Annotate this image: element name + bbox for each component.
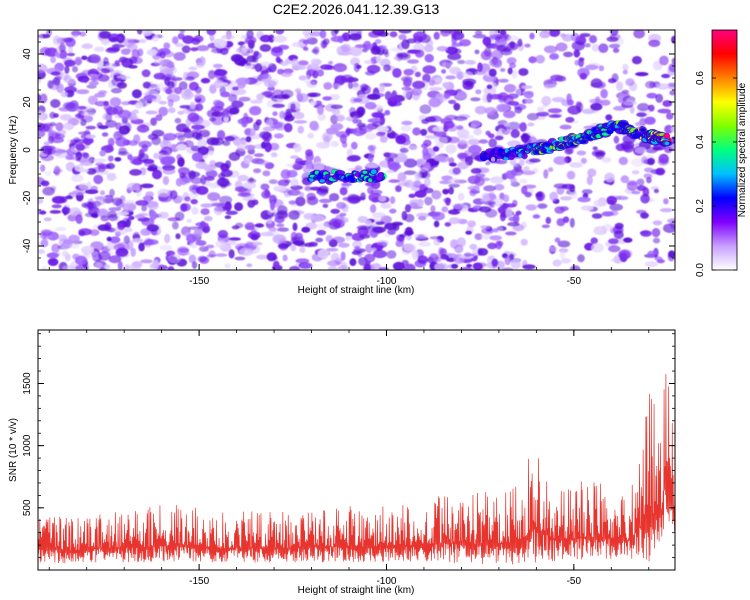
snr-x-tick-label: -100	[376, 576, 396, 587]
snr-y-tick-label: 500	[22, 499, 33, 516]
snr-y-tick-label: 1500	[22, 372, 33, 395]
snr-series-layer	[38, 373, 675, 565]
spectrogram-y-tick-label: 20	[22, 96, 33, 108]
spectrogram-y-tick-label: 0	[22, 147, 33, 153]
snr-x-tick-label: -150	[189, 576, 209, 587]
colorbar-axis: 0.0 0.2 0.4 0.6	[695, 71, 737, 277]
spectrogram-x-tick-label: -50	[567, 276, 582, 287]
colorbar: 0.0 0.2 0.4 0.6 Normalized spectral amplitu…	[695, 29, 748, 277]
snr-frame	[37, 329, 676, 571]
snr-x-label: Height of straight line (km)	[298, 585, 415, 596]
spectrogram-x-label: Height of straight line (km)	[298, 285, 415, 296]
spectrogram-y-label: Frequency (Hz)	[8, 116, 19, 185]
spectrogram-y-axis: -40 -20 0 20 40	[22, 29, 675, 271]
spectrogram-x-tick-label: -100	[376, 276, 396, 287]
spectrogram-y-tick-label: -20	[22, 190, 33, 205]
snr-y-label: SNR (10 * v/v)	[8, 418, 19, 482]
snr-x-tick-label: -50	[567, 576, 582, 587]
snr-y-axis: 500 1000 1500	[22, 333, 675, 571]
colorbar-tick-label: 0.0	[695, 263, 706, 277]
spectrogram-signal-track	[307, 119, 673, 185]
spectrogram-y-tick-label: 40	[22, 48, 33, 60]
snr-y-tick-label: 1000	[22, 434, 33, 457]
snr-series-line	[38, 373, 675, 565]
colorbar-label: Normalized spectral amplitude	[737, 82, 748, 217]
spectrogram-x-tick-label: -150	[189, 276, 209, 287]
colorbar-tick-label: 0.4	[695, 135, 706, 149]
spectrogram-noise-layer	[38, 30, 675, 270]
spectrogram-x-axis: -150 -100 -50	[48, 30, 650, 287]
snr-panel: -150 -100 -50 500 1000 1500 Height of straig…	[8, 329, 676, 596]
snr-x-axis: -150 -100 -50	[48, 330, 650, 587]
figure-title: C2E2.2026.041.12.39.G13	[273, 1, 440, 17]
spectrogram-y-tick-label: -40	[22, 238, 33, 253]
colorbar-tick-label: 0.6	[695, 71, 706, 85]
colorbar-tick-label: 0.2	[695, 199, 706, 213]
colorbar-gradient	[711, 29, 738, 271]
spectrogram-panel: -150 -100 -50 -40 -20 0 20 40 Height of straig…	[8, 29, 676, 296]
